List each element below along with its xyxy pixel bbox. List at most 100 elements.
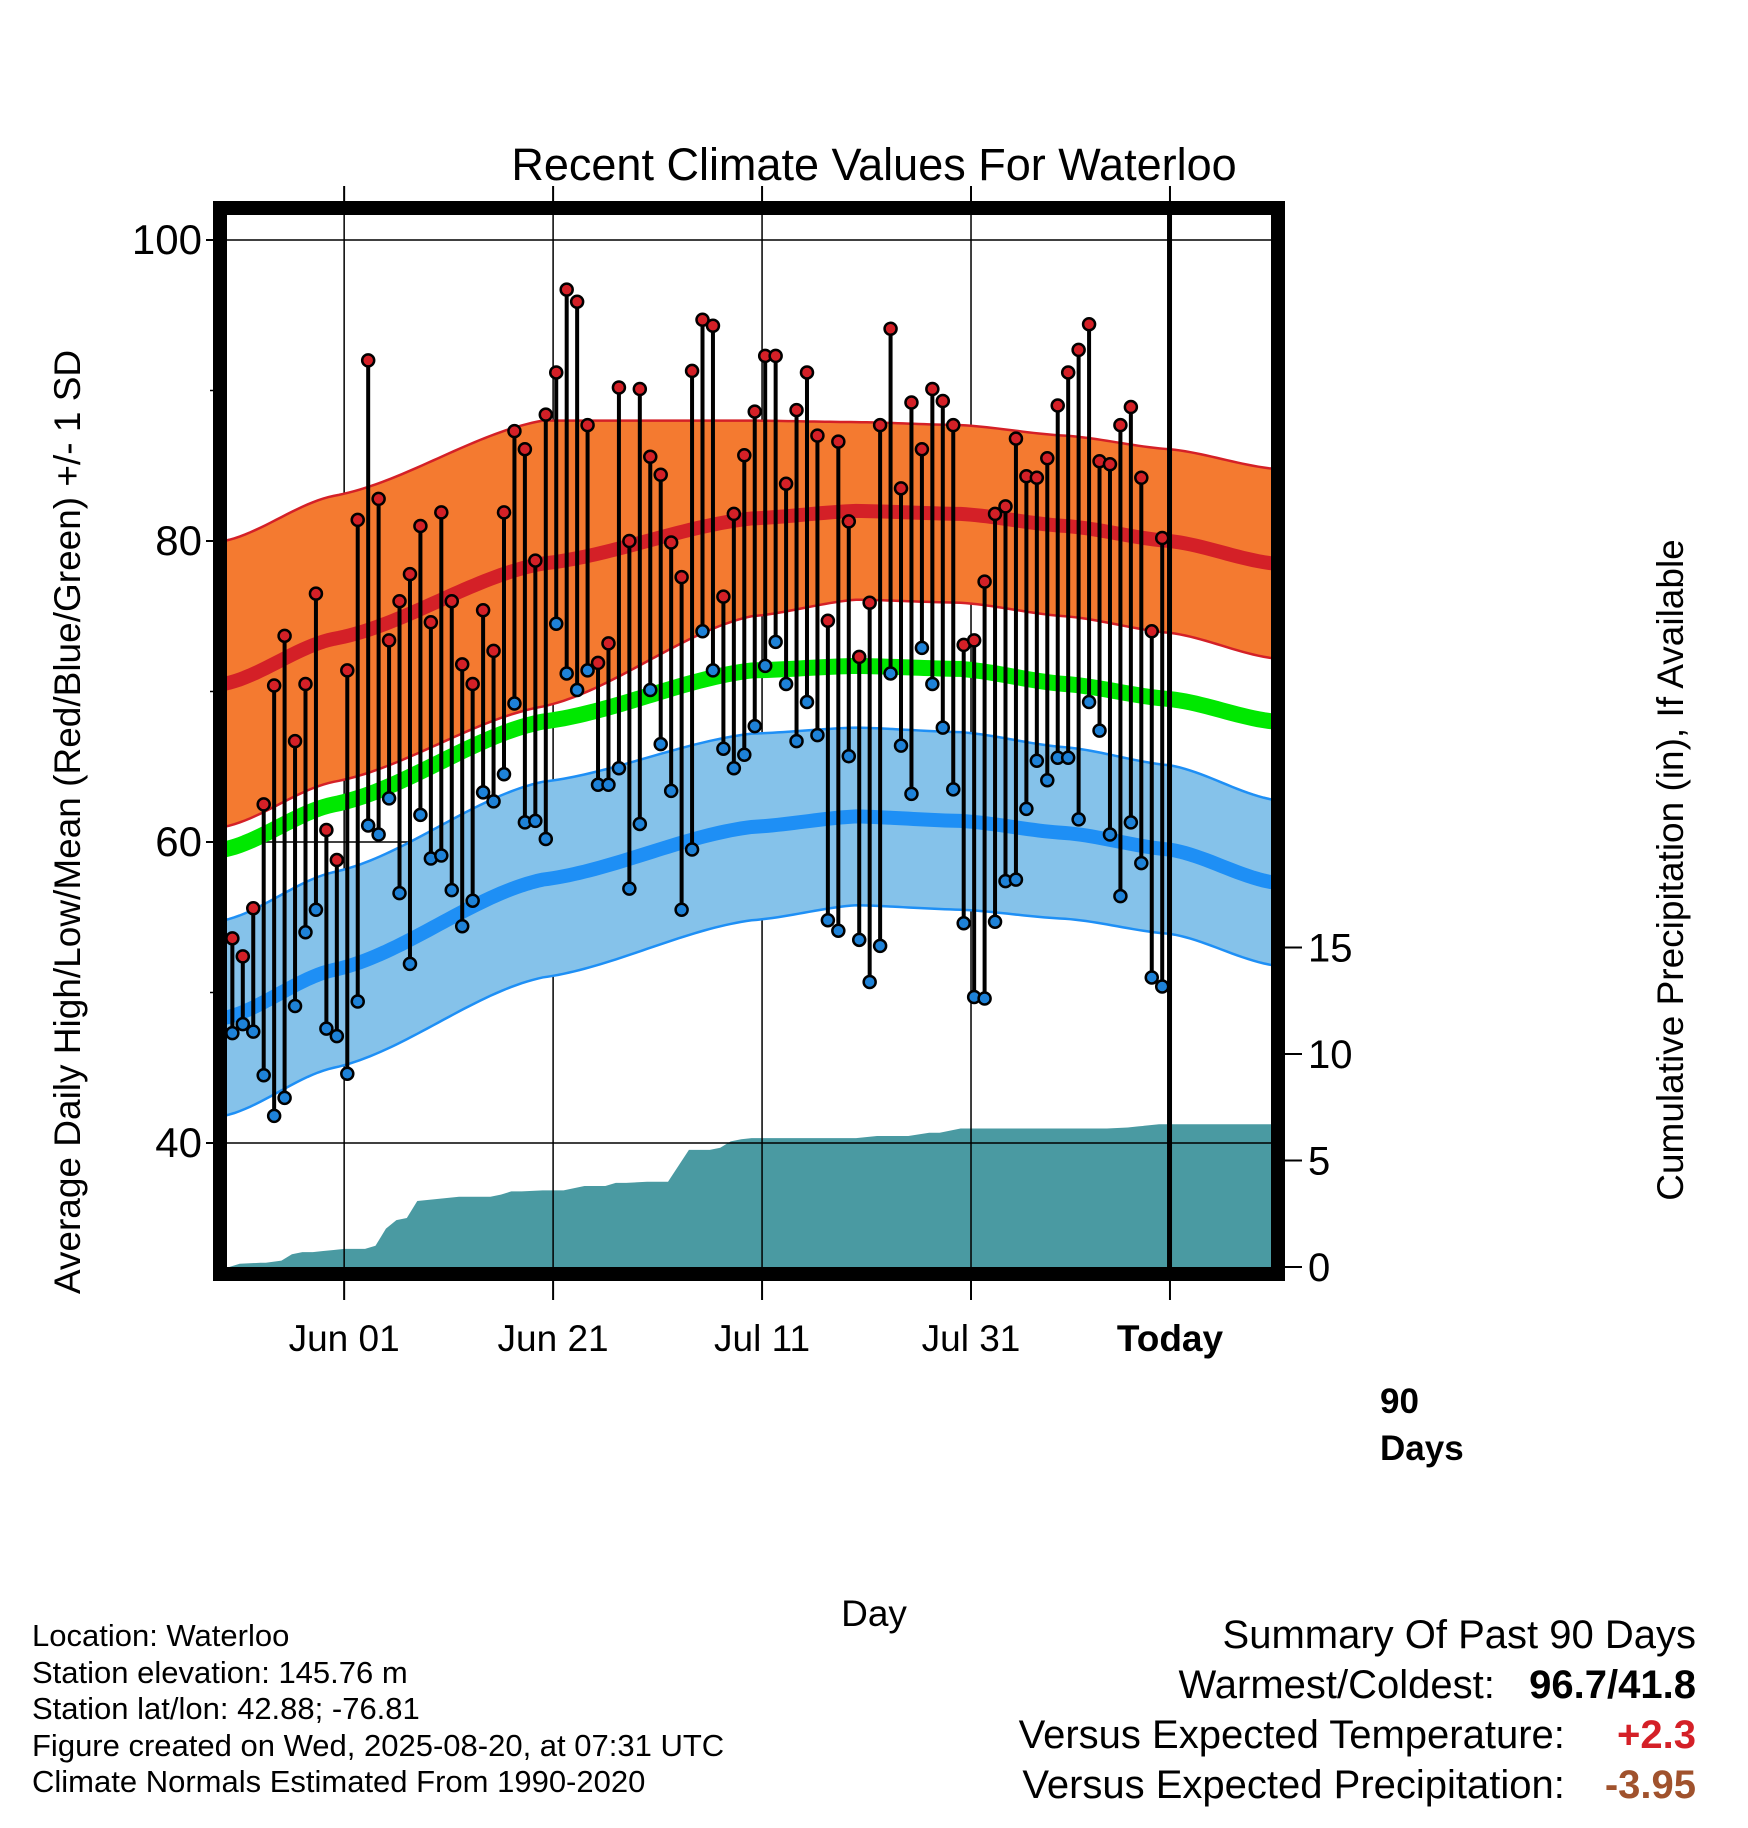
daily-high-point [799, 365, 815, 380]
daily-low-point [946, 782, 961, 797]
daily-high-point [820, 613, 836, 629]
daily-high-point [246, 900, 261, 916]
daily-high-point [622, 533, 637, 549]
daily-low-point [360, 818, 376, 833]
daily-low-point [340, 1066, 355, 1082]
daily-high-point [277, 628, 292, 644]
daily-low-point [559, 666, 574, 681]
daily-high-point [998, 499, 1013, 514]
y-axis-right-label: Cumulative Precipitation (in), If Availa… [1650, 539, 1691, 1201]
daily-high-point [935, 393, 951, 409]
daily-low-point [298, 925, 313, 940]
daily-low-point [663, 783, 679, 799]
temp-label: Versus Expected Temperature: [1018, 1713, 1565, 1757]
summary-temp-row: Versus Expected Temperature: +2.3 [1019, 1710, 1696, 1760]
daily-high-point [831, 434, 846, 449]
daily-low-point [925, 676, 940, 692]
daily-high-point [413, 518, 428, 534]
daily-low-point [684, 842, 700, 857]
daily-low-point [622, 881, 637, 896]
daily-high-point [569, 294, 585, 309]
daily-low-point [956, 916, 971, 931]
plot-frame [213, 201, 1285, 1281]
daily-low-point [695, 624, 710, 639]
daily-high-point [298, 676, 313, 692]
daily-high-point [737, 447, 752, 463]
daily-high-point [716, 589, 731, 604]
daily-high-point [434, 505, 449, 520]
daily-low-point [768, 634, 783, 650]
daily-low-point [1029, 753, 1045, 768]
daily-high-point [674, 569, 689, 585]
daily-high-point [486, 643, 501, 659]
daily-low-point [705, 663, 721, 678]
daily-low-point [1123, 815, 1139, 830]
x-axis-label: Day [841, 1593, 907, 1634]
daily-high-point [340, 663, 355, 678]
axes: 40 60 80 100 0 5 10 15 Jun 01 Jun 21 Jul 11 Jul 31 T… [132, 186, 1353, 1359]
daily-high-point [977, 574, 992, 589]
daily-high-point [507, 423, 522, 439]
daily-low-point [496, 767, 512, 782]
warmest-value: 96.7/41.8 [1529, 1663, 1696, 1707]
daily-high-point [590, 655, 606, 671]
summary-warmest-row: Warmest/Coldest: 96.7/41.8 [1019, 1660, 1697, 1710]
precip-label: Versus Expected Precipitation: [1022, 1763, 1565, 1807]
daily-low-point [454, 919, 470, 934]
daily-high-point [872, 417, 888, 433]
info-normals: Climate Normals Estimated From 1990-2020 [32, 1764, 646, 1799]
daily-high-point [402, 566, 418, 582]
daily-high-point [1008, 431, 1024, 446]
daily-low-point [465, 893, 480, 908]
daily-low-point [329, 1028, 345, 1044]
y-left-tick-label: 40 [155, 1119, 202, 1166]
daily-high-point [444, 593, 460, 609]
daily-low-point [413, 807, 428, 823]
daily-low-point [1060, 750, 1076, 765]
daily-high-point [329, 852, 345, 868]
daily-high-point [287, 733, 303, 749]
daily-low-point [246, 1024, 261, 1039]
daily-high-point [778, 476, 794, 492]
daily-high-point [925, 381, 940, 397]
daily-high-point [381, 633, 397, 648]
y-right-tick-label: 15 [1308, 927, 1353, 971]
daily-high-point [350, 512, 365, 528]
y-right-tick-label: 5 [1308, 1140, 1330, 1184]
daily-high-point [632, 381, 648, 397]
daily-low-point [757, 658, 773, 674]
daily-high-point [1123, 399, 1139, 415]
daily-low-point [350, 994, 365, 1009]
daily-high-point [1071, 342, 1086, 358]
summary-precip-row: Versus Expected Precipitation: -3.95 [1019, 1760, 1696, 1810]
plot-area [224, 212, 1274, 1270]
daily-high-point [319, 822, 334, 838]
x-tick-label: Today [1117, 1318, 1224, 1359]
x-tick-label: Jul 11 [714, 1318, 810, 1359]
daily-high-point [747, 404, 762, 419]
precip-anomaly-value: -3.95 [1604, 1763, 1696, 1807]
daily-low-point [747, 718, 762, 734]
normal-high-upper-edge [224, 419, 1274, 543]
daily-low-point [381, 791, 397, 806]
daily-low-point [580, 663, 595, 678]
daily-high-point [1102, 456, 1118, 472]
daily-high-point [580, 417, 595, 433]
daily-low-point [643, 682, 658, 698]
daily-low-point [266, 1108, 282, 1124]
daily-low-point [632, 816, 648, 832]
daily-high-point [225, 931, 240, 946]
daily-high-point [1050, 398, 1065, 413]
daily-low-point [1144, 970, 1160, 985]
daily-high-point [726, 506, 742, 522]
daily-low-point [716, 741, 731, 756]
daily-low-point [653, 736, 668, 752]
x-tick-label: Jun 21 [498, 1318, 609, 1359]
warmest-label: Warmest/Coldest: [1178, 1663, 1495, 1707]
normal-low-mean-line [224, 809, 1274, 1025]
daily-low-point [674, 902, 689, 917]
daily-low-point [904, 786, 919, 802]
daily-low-point [841, 748, 857, 764]
daily-high-point [653, 467, 668, 483]
daily-high-point [841, 514, 857, 529]
